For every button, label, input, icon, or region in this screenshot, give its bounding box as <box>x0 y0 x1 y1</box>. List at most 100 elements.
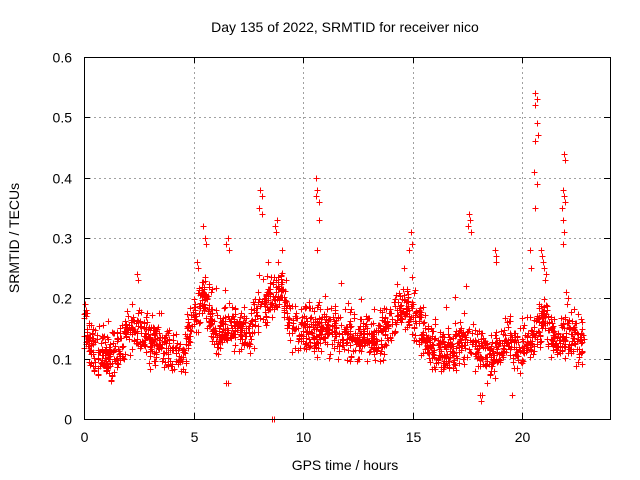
data-point <box>531 169 538 176</box>
data-point <box>445 325 452 332</box>
data-point <box>535 316 542 323</box>
data-point <box>524 339 531 346</box>
data-point <box>383 324 390 331</box>
data-point <box>500 345 507 352</box>
data-point <box>316 217 323 224</box>
data-point <box>252 318 259 325</box>
data-point <box>210 330 217 337</box>
data-point <box>413 338 420 345</box>
data-point <box>426 355 433 362</box>
data-point <box>317 328 324 335</box>
data-point <box>534 120 541 127</box>
data-point <box>228 335 235 342</box>
x-tick-label: 0 <box>81 429 89 445</box>
data-point <box>475 338 482 345</box>
data-point <box>344 331 351 338</box>
data-point <box>314 354 321 361</box>
data-point <box>127 352 134 359</box>
data-point <box>302 324 309 331</box>
x-tick-label: 10 <box>296 429 312 445</box>
data-point <box>303 346 310 353</box>
data-point <box>143 349 150 356</box>
data-point <box>451 350 458 357</box>
y-tick-label: 0.5 <box>53 110 73 126</box>
data-point <box>562 199 569 206</box>
data-point <box>200 279 207 286</box>
data-point <box>329 331 336 338</box>
data-point <box>184 311 191 318</box>
data-point <box>511 365 518 372</box>
data-point <box>176 357 183 364</box>
data-point <box>129 324 136 331</box>
data-point <box>474 345 481 352</box>
data-point <box>222 304 229 311</box>
data-point <box>347 309 354 316</box>
data-point <box>138 343 145 350</box>
data-point <box>542 314 549 321</box>
data-point <box>246 330 253 337</box>
data-point <box>331 337 338 344</box>
data-point <box>124 308 131 315</box>
data-point <box>409 299 416 306</box>
data-point <box>322 293 329 300</box>
data-point <box>111 369 118 376</box>
data-point <box>377 307 384 314</box>
data-point <box>332 307 339 314</box>
data-point <box>246 343 253 350</box>
data-point <box>134 271 141 278</box>
data-point <box>492 247 499 254</box>
data-point <box>458 339 465 346</box>
data-point <box>325 317 332 324</box>
data-point <box>492 375 499 382</box>
data-point <box>322 335 329 342</box>
data-point <box>445 331 452 338</box>
data-point <box>536 301 543 308</box>
data-point <box>255 289 262 296</box>
data-point <box>173 350 180 357</box>
data-point <box>537 332 544 339</box>
data-point <box>568 309 575 316</box>
data-point <box>287 337 294 344</box>
data-point <box>256 205 263 212</box>
data-point <box>122 318 129 325</box>
data-point <box>256 296 263 303</box>
data-point <box>332 320 339 327</box>
data-point <box>402 326 409 333</box>
data-point <box>521 350 528 357</box>
data-point <box>132 329 139 336</box>
data-point <box>117 330 124 337</box>
data-point <box>487 346 494 353</box>
data-point <box>358 296 365 303</box>
data-point <box>387 335 394 342</box>
data-point <box>460 329 467 336</box>
data-point <box>333 333 340 340</box>
data-point <box>135 310 142 317</box>
data-point <box>314 247 321 254</box>
data-point <box>378 348 385 355</box>
data-point <box>549 324 556 331</box>
data-point <box>161 338 168 345</box>
data-point <box>202 274 209 281</box>
data-point <box>265 286 272 293</box>
data-point <box>328 305 335 312</box>
data-point <box>283 277 290 284</box>
data-point <box>402 313 409 320</box>
data-point <box>411 324 418 331</box>
data-point <box>545 341 552 348</box>
data-point <box>452 331 459 338</box>
data-point <box>366 340 373 347</box>
data-point <box>173 331 180 338</box>
data-point <box>95 371 102 378</box>
data-point <box>553 346 560 353</box>
data-point <box>201 286 208 293</box>
data-point <box>286 302 293 309</box>
data-point <box>313 175 320 182</box>
data-point <box>166 337 173 344</box>
data-point <box>541 265 548 272</box>
data-point <box>95 347 102 354</box>
data-point <box>579 326 586 333</box>
data-point <box>134 336 141 343</box>
y-axis-label: SRMTID / TECUs <box>6 183 22 293</box>
data-point <box>282 299 289 306</box>
